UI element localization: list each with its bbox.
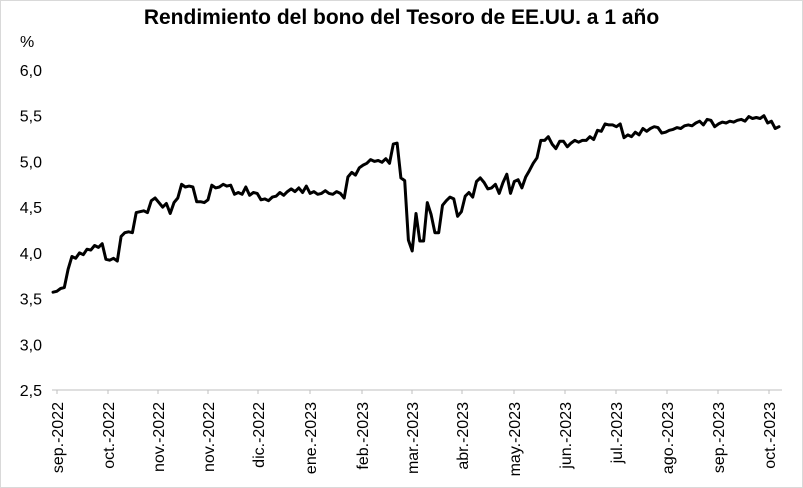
x-tick-label: ene.-2023	[303, 402, 320, 474]
y-tick-label: 5,5	[20, 109, 42, 126]
x-tick-label: nov.-2022	[201, 402, 218, 472]
x-tick-label: may.-2023	[507, 402, 524, 477]
y-tick-label: 6,0	[20, 63, 42, 80]
x-axis-ticks: sep.-2022 oct.-2022 nov.-2022 nov.-2022 dic.…	[50, 390, 779, 476]
x-tick-label: nov.-2022	[151, 402, 168, 472]
x-tick-label: jun.-2023	[558, 402, 575, 470]
x-tick-label: abr.-2023	[455, 402, 472, 470]
y-tick-label: 4,0	[20, 246, 42, 263]
x-tick-label: mar.-2023	[405, 402, 422, 474]
x-tick-label: ago.-2023	[660, 402, 677, 474]
y-axis-ticks: 6,0 5,5 5,0 4,5 4,0 3,5 3,0 2,5	[20, 63, 42, 400]
y-tick-label: 3,5	[20, 292, 42, 309]
chart-title: Rendimiento del bono del Tesoro de EE.UU…	[143, 6, 660, 29]
x-tick-label: dic.-2022	[251, 402, 268, 468]
y-tick-label: 4,5	[20, 200, 42, 217]
y-tick-label: 5,0	[20, 154, 42, 171]
y-tick-label: 2,5	[20, 383, 42, 400]
x-tick-label: jul.-2023	[609, 402, 626, 464]
x-tick-label: sep.-2023	[711, 402, 728, 473]
y-tick-label: 3,0	[20, 337, 42, 354]
x-tick-label: oct.-2023	[762, 402, 779, 469]
y-axis-unit: %	[20, 34, 35, 51]
x-tick-label: oct.-2022	[101, 402, 118, 469]
x-tick-label: sep.-2022	[50, 402, 67, 473]
x-tick-label: feb.-2023	[355, 402, 372, 470]
series-line	[51, 114, 781, 294]
